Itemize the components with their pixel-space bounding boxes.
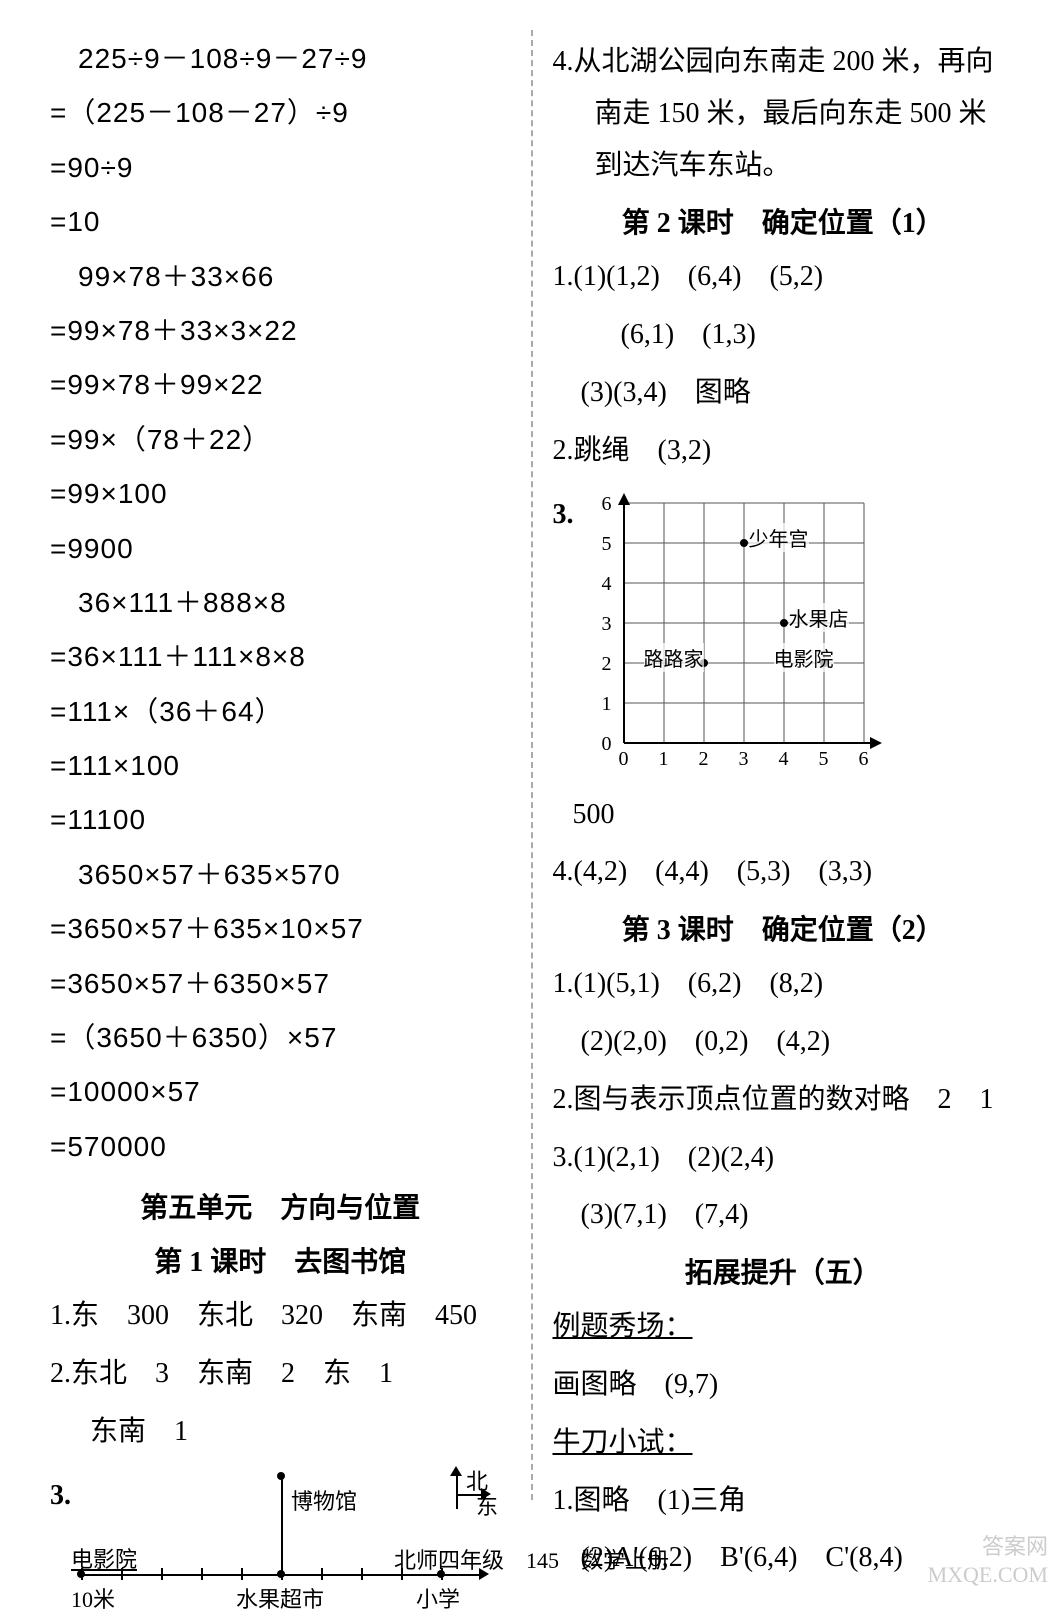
market-label: 水果超市 (236, 1582, 324, 1614)
right-column: 4.从北湖公园向东南走 200 米，再向南走 150 米，最后向东走 500 米… (538, 30, 1024, 1500)
calc3-4: =11100 (50, 795, 511, 845)
l3-q3-2: (3)(7,1) (7,4) (581, 1189, 1014, 1241)
museum-label: 博物馆 (291, 1484, 357, 1516)
fruit-label: 水果店 (789, 603, 849, 632)
lesson1-title: 第 1 课时 去图书馆 (50, 1240, 511, 1280)
example-ans: 画图略 (9,7) (553, 1359, 1014, 1411)
calc2-4: =99×100 (50, 469, 511, 519)
l3-q1-1: 1.(1)(5,1) (6,2) (8,2) (553, 958, 1014, 1010)
calc2-0: 99×78＋33×66 (78, 252, 511, 302)
l3-q3-1: 3.(1)(2,1) (2)(2,4) (553, 1132, 1014, 1184)
q3-prefix: 3. (50, 1470, 71, 1522)
calc4-3: =（3650＋6350）×57 (50, 1013, 511, 1063)
l2-q3-prefix: 3. (553, 489, 574, 541)
practice-label: 牛刀小试： (553, 1417, 1014, 1469)
l2-q1-1: 1.(1)(1,2) (6,4) (5,2) (553, 251, 1014, 303)
calc4-5: =570000 (50, 1122, 511, 1172)
diagram-3: 北 东 博物馆 (81, 1464, 501, 1614)
l2-q1-3: (3)(3,4) 图略 (581, 367, 1014, 419)
calc2-3: =99×（78＋22） (50, 415, 511, 465)
calc1-3: =10 (50, 197, 511, 247)
r-q4: 4.从北湖公园向东南走 200 米，再向南走 150 米，最后向东走 500 米… (553, 36, 1014, 191)
left-column: 225÷9－108÷9－27÷9 =（225－108－27）÷9 =90÷9 =… (40, 30, 526, 1500)
calc4-4: =10000×57 (50, 1067, 511, 1117)
calc2-5: =9900 (50, 524, 511, 574)
watermark-line1: 答案网 (928, 1533, 1048, 1562)
q1: 1.东 300 东北 320 东南 450 (50, 1290, 511, 1342)
calc3-0: 36×111＋888×8 (78, 578, 511, 628)
calc2-2: =99×78＋99×22 (50, 360, 511, 410)
watermark-line2: MXQE.COM (928, 1561, 1048, 1590)
calc3-1: =36×111＋111×8×8 (50, 632, 511, 682)
l2-q1-2: (6,1) (1,3) (621, 309, 1014, 361)
school-label: 小学 (416, 1582, 460, 1614)
east-label: 东 (476, 1489, 498, 1521)
l2-q4: 4.(4,2) (4,4) (5,3) (3,3) (553, 846, 1014, 898)
calc1-2: =90÷9 (50, 143, 511, 193)
unit-title: 第五单元 方向与位置 (50, 1186, 511, 1226)
grid-chart: 0 1 2 3 4 5 6 0 1 2 3 4 5 6 少年宫 水果店 路路家 … (594, 493, 914, 773)
lesson2-title: 第 2 课时 确定位置（1） (553, 201, 1014, 241)
l2-q3-500: 500 (573, 789, 1014, 841)
scale-label: 10米 (71, 1582, 115, 1614)
l3-q2: 2.图与表示顶点位置的数对略 2 1 (553, 1074, 1014, 1126)
watermark: 答案网 MXQE.COM (928, 1533, 1048, 1590)
extension-title: 拓展提升（五） (553, 1251, 1014, 1291)
calc4-1: =3650×57＋635×10×57 (50, 904, 511, 954)
calc4-2: =3650×57＋6350×57 (50, 959, 511, 1009)
column-divider (531, 30, 533, 1500)
page-footer: 北师四年级 145 数学上册 (0, 1543, 1063, 1575)
page-container: 225÷9－108÷9－27÷9 =（225－108－27）÷9 =90÷9 =… (0, 0, 1063, 1520)
cinema-point-label: 电影院 (774, 643, 834, 672)
lulu-label: 路路家 (644, 643, 704, 672)
calc1-1: =（225－108－27）÷9 (50, 88, 511, 138)
youth-label: 少年宫 (749, 523, 809, 552)
calc3-3: =111×100 (50, 741, 511, 791)
calc3-2: =111×（36＋64） (50, 687, 511, 737)
q2-line1: 2.东北 3 东南 2 东 1 (50, 1348, 511, 1400)
l2-q2: 2.跳绳 (3,2) (553, 425, 1014, 477)
l3-q1-2: (2)(2,0) (0,2) (4,2) (581, 1016, 1014, 1068)
calc1-0: 225÷9－108÷9－27÷9 (78, 34, 511, 84)
q2-line2: 东南 1 (90, 1406, 511, 1458)
calc2-1: =99×78＋33×3×22 (50, 306, 511, 356)
lesson3-title: 第 3 课时 确定位置（2） (553, 908, 1014, 948)
p-q1-1: 1.图略 (1)三角 (553, 1475, 1014, 1527)
example-label: 例题秀场： (553, 1301, 1014, 1353)
calc4-0: 3650×57＋635×570 (78, 850, 511, 900)
